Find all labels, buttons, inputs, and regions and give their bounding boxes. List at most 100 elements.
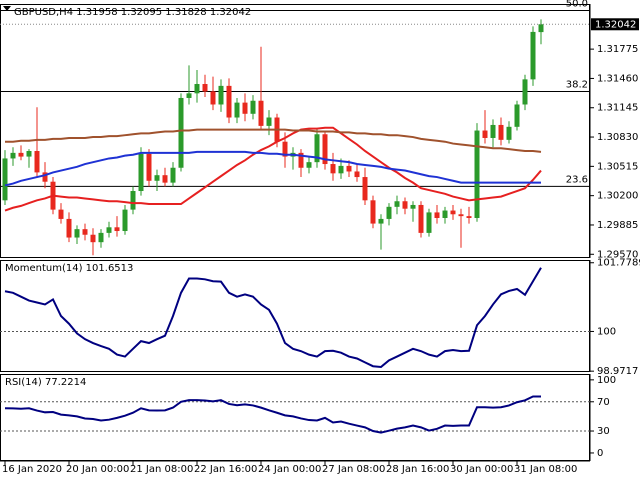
moving-average [4, 126, 542, 212]
candle-body [354, 171, 360, 178]
candle-body [170, 167, 176, 183]
candle-body [138, 153, 144, 192]
level-label: 23.6 [566, 174, 588, 185]
candle-body [114, 227, 120, 232]
panel-title: RSI(14) 77.2214 [5, 377, 86, 388]
candle-body [410, 204, 416, 209]
candle-body [66, 218, 72, 238]
candle-body [10, 152, 16, 159]
candle-body [538, 24, 544, 33]
candle-body [370, 200, 376, 224]
candle-body [178, 97, 184, 168]
y-tick-label: 1.30830 [597, 132, 638, 143]
x-tick-label: 27 Jan 08:00 [322, 464, 385, 475]
y-tick-label: 101.7789 [597, 258, 640, 269]
candle-body [338, 165, 344, 174]
candle-body [530, 31, 536, 80]
y-tick-label: 1.29885 [597, 220, 638, 231]
candle-body [250, 100, 256, 114]
y-tick-label: 100 [597, 326, 616, 337]
candle-body [434, 212, 440, 218]
candle-body [282, 141, 288, 157]
candle-body [146, 153, 152, 181]
x-tick-label: 30 Jan 00:00 [450, 464, 513, 475]
candle-body [314, 134, 320, 163]
candle-body [458, 214, 464, 217]
candle-body [82, 229, 88, 235]
candle-body [90, 234, 96, 243]
y-tick-label: 1.31145 [597, 103, 638, 114]
candle-body [466, 216, 472, 218]
x-tick-label: 20 Jan 00:00 [66, 464, 129, 475]
candle-body [522, 79, 528, 105]
candle-body [34, 151, 40, 173]
candle-body [58, 209, 64, 219]
candle-body [234, 102, 240, 118]
x-tick-label: 28 Jan 16:00 [386, 464, 449, 475]
indicator-line [4, 395, 542, 434]
candle-body [514, 104, 520, 127]
x-tick-label: 21 Jan 08:00 [130, 464, 193, 475]
candle-body [26, 151, 32, 157]
candle-body [18, 152, 24, 157]
candle-body [418, 204, 424, 233]
x-tick-label: 16 Jan 2020 [2, 464, 62, 475]
candle-body [2, 158, 8, 201]
y-tick-label: 100 [597, 375, 616, 386]
y-tick-label: 0 [597, 448, 603, 459]
candle-body [394, 201, 400, 207]
y-tick-label: 30 [597, 426, 610, 437]
candle-body [386, 206, 392, 219]
candle-body [242, 102, 248, 114]
x-tick-label: 31 Jan 08:00 [514, 464, 577, 475]
y-tick-label: 70 [597, 397, 610, 408]
x-tick-label: 22 Jan 16:00 [194, 464, 257, 475]
menu-triangle[interactable] [3, 6, 11, 11]
candle-body [482, 130, 488, 138]
candle-body [98, 232, 104, 243]
panel-title: GBPUSD,H4 1.31958 1.32095 1.31828 1.3204… [14, 7, 251, 18]
candle-body [42, 172, 48, 182]
candle-body [202, 84, 208, 92]
candle-body [122, 209, 128, 232]
candle-body [322, 134, 328, 165]
y-tick-label: 1.31460 [597, 73, 638, 84]
level-label: 50.0 [566, 0, 588, 10]
candle-body [226, 85, 232, 118]
moving-average [4, 150, 541, 187]
last-price-box [591, 18, 639, 31]
candle-body [330, 164, 336, 174]
candle-body [210, 91, 216, 105]
candle-body [194, 84, 200, 94]
candle-body [74, 229, 80, 238]
candle-body [378, 218, 384, 224]
candle-body [298, 152, 304, 168]
y-tick-label: 1.30200 [597, 191, 638, 202]
candle-body [130, 191, 136, 210]
panel-title: Momentum(14) 101.6513 [5, 263, 133, 274]
y-tick-label: 1.29570 [597, 249, 638, 260]
candle-body [474, 130, 480, 218]
candle-body [450, 210, 456, 215]
y-tick-label: 1.31775 [597, 44, 638, 55]
candle-body [154, 175, 160, 181]
level-label: 38.2 [566, 79, 588, 90]
y-tick-label: 1.30515 [597, 161, 638, 172]
candle-body [362, 177, 368, 201]
x-tick-label: 24 Jan 00:00 [258, 464, 321, 475]
candle-body [162, 175, 168, 183]
y-tick-label: 98.9717 [597, 366, 638, 377]
candle-body [442, 210, 448, 218]
candle-body [426, 212, 432, 233]
candle-body [506, 126, 512, 140]
candle-body [258, 100, 264, 126]
candle-body [266, 117, 272, 126]
candle-body [346, 165, 352, 172]
candle-body [218, 85, 224, 105]
moving-average [5, 128, 542, 153]
candle-body [186, 93, 192, 98]
indicator-line [4, 267, 542, 369]
